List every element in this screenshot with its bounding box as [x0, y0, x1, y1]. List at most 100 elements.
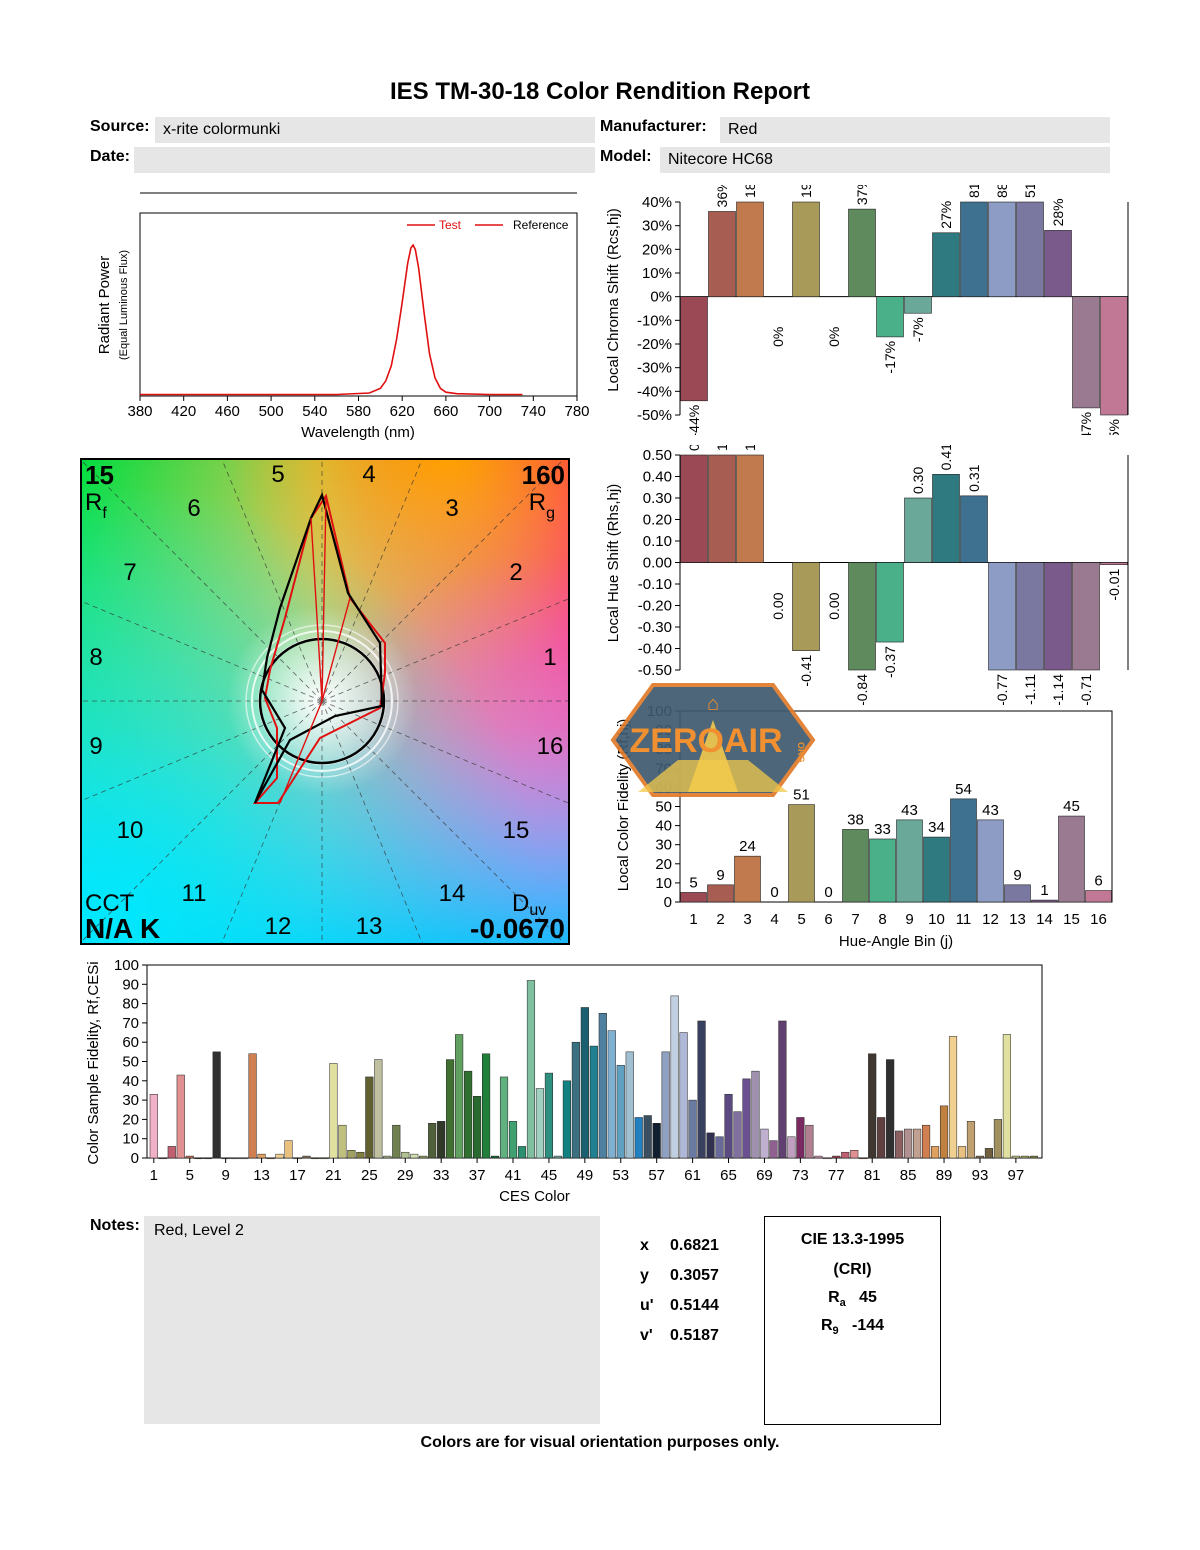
ces-bar-95 — [993, 1119, 1002, 1159]
r9-label: R — [820, 1317, 833, 1335]
bin-label-8: 8 — [89, 644, 102, 671]
bar-bin-11 — [960, 201, 988, 297]
ces-ytick: 40 — [122, 1073, 139, 1090]
ces-bar-98 — [1020, 1155, 1029, 1159]
bar-label-6: 0.00 — [826, 592, 842, 619]
ces-bar-3 — [167, 1146, 176, 1159]
fid-xtick: 15 — [1063, 911, 1080, 928]
bar-bin-2 — [708, 211, 736, 297]
bar-label-14: 28% — [1050, 198, 1066, 226]
ces-bar-1 — [149, 1094, 158, 1159]
fid-bar-11 — [950, 798, 977, 903]
ces-ytick: 70 — [122, 1015, 139, 1032]
ces-bar-36 — [464, 1070, 473, 1159]
ces-bar-89 — [939, 1105, 949, 1159]
ces-bar-66 — [733, 1111, 742, 1159]
ytick-label: -0.50 — [638, 662, 672, 679]
ces-ytick: 20 — [122, 1111, 139, 1128]
ces-bar-39 — [490, 1155, 500, 1159]
ytick-label: -50% — [637, 407, 672, 424]
ces-bar-51 — [598, 1013, 607, 1159]
ces-ytick: 60 — [122, 1034, 139, 1051]
bar-bin-2 — [708, 454, 736, 563]
fid-value-5: 51 — [793, 787, 810, 804]
ces-xtick: 21 — [325, 1167, 342, 1184]
u-coord-value: 0.5144 — [670, 1297, 719, 1314]
fid-ytick: 0 — [664, 894, 672, 911]
spd-xlabel: Wavelength (nm) — [301, 424, 415, 441]
ytick-label: 0.20 — [643, 512, 672, 529]
ces-bar-55 — [634, 1117, 643, 1159]
ces-bar-80 — [859, 1157, 868, 1160]
spd-legend: Test Reference — [407, 218, 569, 232]
ces-xtick: 53 — [612, 1167, 629, 1184]
ces-ytick: 90 — [122, 976, 139, 993]
fid-bar-13 — [1004, 884, 1031, 903]
spd-ylabel: Radiant Power — [96, 256, 113, 354]
ces-xtick: 9 — [221, 1167, 229, 1184]
ytick-label: -0.40 — [638, 641, 672, 658]
ces-bar-76 — [823, 1157, 832, 1160]
ytick-label: 0% — [650, 289, 672, 306]
ytick-label: 0.00 — [643, 555, 672, 572]
bar-bin-14 — [1044, 562, 1072, 671]
r9-value: -144 — [852, 1317, 885, 1335]
cct-label: CCT — [85, 890, 135, 917]
ces-bar-62 — [697, 1020, 706, 1159]
ces-bar-28 — [392, 1124, 401, 1159]
ces-bar-25 — [365, 1076, 374, 1159]
ces-ytick: 80 — [122, 996, 139, 1013]
fid-value-1: 5 — [689, 874, 697, 891]
ces-bar-92 — [966, 1121, 976, 1159]
spd-xtick: 420 — [171, 403, 196, 420]
bar-bin-3 — [736, 454, 764, 563]
ytick-label: 0.50 — [643, 447, 672, 464]
ytick-label: 30% — [642, 218, 672, 235]
cri-title: CIE 13.3-1995 — [800, 1231, 905, 1248]
fid-xtick: 9 — [905, 911, 913, 928]
fid-bar-14 — [1031, 899, 1058, 903]
bin-label-16: 16 — [537, 733, 564, 760]
ces-bar-22 — [338, 1124, 347, 1159]
bin-label-3: 3 — [445, 495, 458, 522]
spd-xtick: 780 — [564, 403, 589, 420]
ces-bar-99 — [1029, 1155, 1038, 1159]
bar-label-13: -1.11 — [1022, 674, 1038, 705]
fid-ytick: 30 — [655, 837, 672, 854]
fid-xtick: 2 — [716, 911, 724, 928]
v-coord-value: 0.5187 — [670, 1327, 719, 1344]
ces-xtick: 57 — [648, 1167, 665, 1184]
ces-bar-56 — [643, 1115, 652, 1159]
svg-text:⌂: ⌂ — [707, 693, 719, 715]
shift-arrows — [279, 495, 351, 804]
zeroair-watermark: ZEROAIR ORG ⌂ — [610, 683, 816, 797]
model-field: Nitecore HC68 — [660, 147, 1110, 173]
ces-bar-64 — [715, 1136, 724, 1159]
bar-label-7: 37% — [854, 185, 870, 205]
spd-xtick: 500 — [259, 403, 284, 420]
spd-xtick: 460 — [215, 403, 240, 420]
bar-label-5: 199% — [798, 185, 814, 198]
bin-label-1: 1 — [543, 644, 556, 671]
ces-bar-63 — [706, 1132, 715, 1159]
source-label: Source: — [90, 118, 150, 135]
fid-bar-5 — [788, 804, 815, 903]
fid-value-12: 43 — [982, 802, 999, 819]
bar-label-3: 181% — [742, 185, 758, 198]
ytick-label: 10% — [642, 265, 672, 282]
duv-value: -0.0670 — [470, 913, 565, 944]
ces-bar-12 — [248, 1053, 257, 1159]
ytick-label: -0.30 — [638, 619, 672, 636]
fid-ytick: 20 — [655, 856, 672, 873]
bar-bin-11 — [960, 495, 988, 563]
ces-bar-16 — [284, 1140, 293, 1159]
spd-plot-frame — [139, 212, 578, 397]
ces-bar-26 — [374, 1059, 383, 1159]
bar-label-2: 36% — [714, 185, 730, 207]
bar-bin-15 — [1072, 296, 1100, 409]
fid-value-10: 34 — [928, 819, 945, 836]
notes-field: Red, Level 2 — [144, 1216, 600, 1424]
ces-bar-96 — [1002, 1034, 1011, 1159]
bar-label-3: 1.84 — [742, 445, 758, 451]
ces-bar-73 — [796, 1117, 805, 1159]
